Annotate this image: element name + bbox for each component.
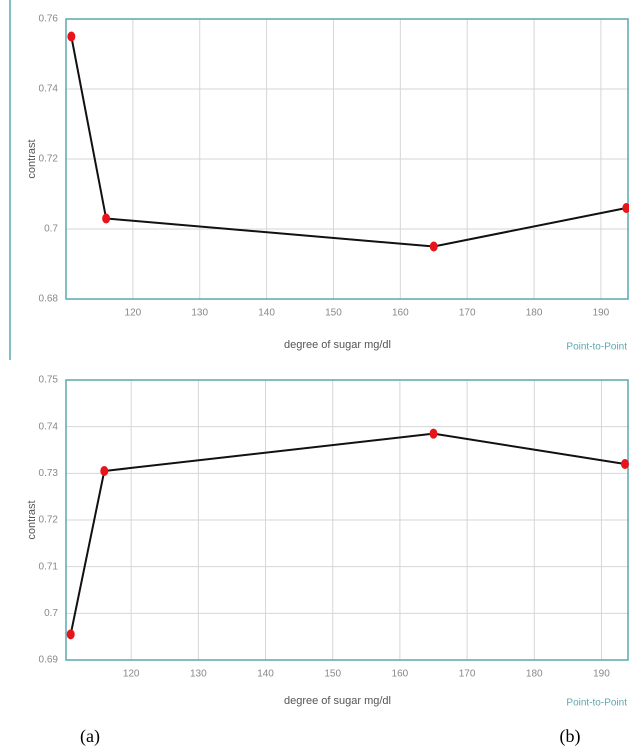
- point: [67, 31, 76, 42]
- x-tick-label: 120: [123, 669, 140, 680]
- y-tick-label: 0.7: [44, 224, 58, 235]
- point: [100, 466, 109, 476]
- y-axis-label: contrast: [26, 139, 38, 178]
- x-tick-label: 140: [257, 669, 274, 680]
- x-tick-label: 130: [190, 669, 207, 680]
- legend-text: Point-to-Point: [566, 342, 627, 353]
- x-tick-label: 180: [526, 308, 543, 319]
- point: [66, 629, 75, 640]
- x-tick-label: 160: [392, 669, 409, 680]
- x-tick-label: 120: [125, 308, 142, 319]
- y-tick-label: 0.74: [39, 84, 59, 95]
- line: [70, 36, 627, 248]
- x-axis-label: degree of sugar mg/dl: [284, 339, 391, 351]
- y-tick-label: 0.75: [39, 375, 59, 386]
- x-tick-label: 170: [459, 308, 476, 319]
- y-tick-label: 0.71: [39, 561, 59, 572]
- point: [429, 428, 438, 439]
- caption: (a): [80, 726, 100, 747]
- y-tick-label: 0.69: [39, 655, 59, 666]
- x-tick-label: 180: [526, 669, 543, 680]
- x-axis-label: degree of sugar mg/dl: [284, 695, 391, 707]
- x-tick-label: 170: [459, 669, 476, 680]
- y-tick-label: 0.74: [39, 421, 59, 432]
- y-tick-label: 0.72: [39, 515, 59, 526]
- line: [69, 432, 626, 635]
- x-tick-label: 130: [191, 308, 208, 319]
- caption: (b): [560, 726, 581, 747]
- x-tick-label: 160: [392, 308, 409, 319]
- y-axis-label: contrast: [26, 500, 38, 539]
- y-tick-label: 0.73: [39, 468, 59, 479]
- plot-border: [65, 379, 629, 661]
- point: [429, 241, 438, 252]
- y-tick-label: 0.7: [44, 608, 58, 619]
- point: [620, 459, 629, 469]
- x-tick-label: 190: [593, 308, 610, 319]
- point: [102, 213, 111, 224]
- y-tick-label: 0.76: [39, 14, 59, 25]
- point: [622, 203, 629, 213]
- y-tick-label: 0.72: [39, 154, 59, 165]
- legend-text: Point-to-Point: [566, 698, 627, 709]
- x-tick-label: 190: [593, 669, 610, 680]
- x-tick-label: 140: [258, 308, 275, 319]
- y-tick-label: 0.68: [39, 294, 59, 305]
- x-tick-label: 150: [324, 669, 341, 680]
- x-tick-label: 150: [325, 308, 342, 319]
- plot-border: [65, 18, 629, 300]
